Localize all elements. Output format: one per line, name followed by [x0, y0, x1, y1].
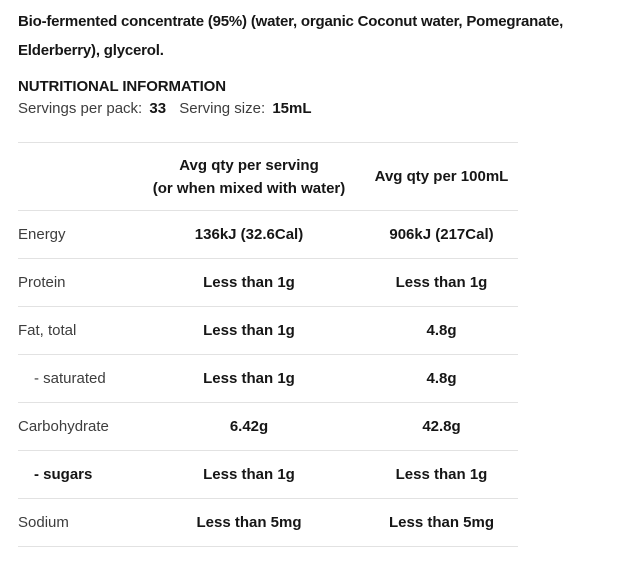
- header-row: Avg qty per serving (or when mixed with …: [18, 142, 518, 211]
- nutrition-table: Avg qty per serving (or when mixed with …: [18, 142, 518, 547]
- per-serving-header-line-2: (or when mixed with water): [152, 179, 346, 197]
- row-label: Sodium: [18, 498, 133, 547]
- section-title: NUTRITIONAL INFORMATION: [18, 78, 226, 95]
- row-value-per-100ml: Less than 1g: [365, 258, 518, 307]
- table-row-protein: Protein Less than 1g Less than 1g: [18, 258, 518, 307]
- nutrition-panel: Bio-fermented concentrate (95%) (water, …: [18, 7, 627, 547]
- table-row-carbohydrate: Carbohydrate 6.42g 42.8g: [18, 402, 518, 451]
- row-value-per-serving: Less than 1g: [133, 258, 365, 307]
- servings-info: Servings per pack: 33 Serving size: 15mL: [18, 100, 627, 118]
- row-value-per-100ml: 906kJ (217Cal): [365, 210, 518, 259]
- row-value-per-serving: Less than 1g: [133, 354, 365, 403]
- row-value-per-serving: Less than 1g: [133, 450, 365, 499]
- row-value-per-serving: Less than 1g: [133, 306, 365, 355]
- table-row-sugars: - sugars Less than 1g Less than 1g: [18, 450, 518, 499]
- serving-size-label: Serving size:: [179, 100, 266, 117]
- table-row-fat-total: Fat, total Less than 1g 4.8g: [18, 306, 518, 355]
- row-value-per-serving: Less than 5mg: [133, 498, 365, 547]
- row-value-per-serving: 136kJ (32.6Cal): [133, 210, 365, 259]
- row-value-per-100ml: 4.8g: [365, 354, 518, 403]
- row-label: - saturated: [18, 354, 133, 403]
- table-row-energy: Energy 136kJ (32.6Cal) 906kJ (217Cal): [18, 210, 518, 259]
- row-label: Protein: [18, 258, 133, 307]
- header-cell-empty: [18, 142, 133, 211]
- row-value-per-serving: 6.42g: [133, 402, 365, 451]
- header-cell-per-serving: Avg qty per serving (or when mixed with …: [133, 142, 365, 211]
- table-row-sodium: Sodium Less than 5mg Less than 5mg: [18, 498, 518, 547]
- header-cell-per-100ml: Avg qty per 100mL: [365, 142, 518, 211]
- table-row-saturated: - saturated Less than 1g 4.8g: [18, 354, 518, 403]
- servings-per-pack-value: 33: [149, 100, 167, 117]
- ingredients-text: Bio-fermented concentrate (95%) (water, …: [18, 7, 627, 65]
- row-label: - sugars: [18, 450, 133, 499]
- row-value-per-100ml: Less than 5mg: [365, 498, 518, 547]
- row-value-per-100ml: 4.8g: [365, 306, 518, 355]
- ingredients-line-1: Bio-fermented concentrate (95%) (water, …: [18, 13, 564, 30]
- ingredients-line-2: Elderberry), glycerol.: [18, 42, 164, 59]
- row-value-per-100ml: Less than 1g: [365, 450, 518, 499]
- row-label: Energy: [18, 210, 133, 259]
- row-label: Carbohydrate: [18, 402, 133, 451]
- serving-size-value: 15mL: [272, 100, 312, 117]
- row-value-per-100ml: 42.8g: [365, 402, 518, 451]
- table-body: Energy 136kJ (32.6Cal) 906kJ (217Cal) Pr…: [18, 210, 518, 547]
- servings-per-pack-label: Servings per pack:: [18, 100, 143, 117]
- per-serving-header-line-1: Avg qty per serving: [179, 156, 319, 174]
- table-header: Avg qty per serving (or when mixed with …: [18, 142, 518, 211]
- row-label: Fat, total: [18, 306, 133, 355]
